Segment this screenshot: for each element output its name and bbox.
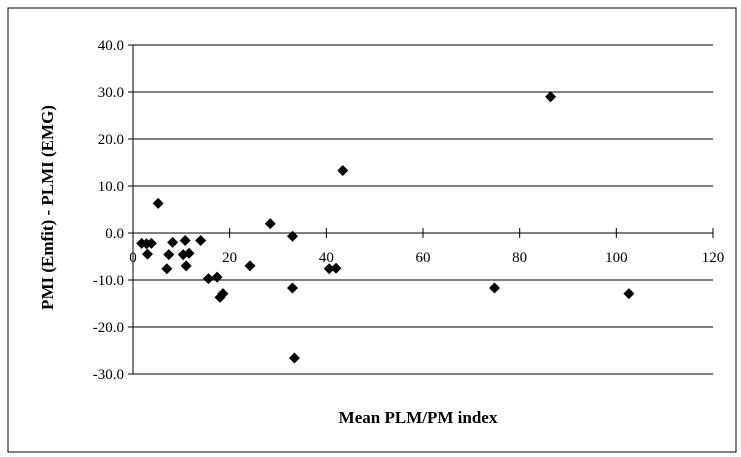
- data-point: [161, 263, 173, 275]
- tick-labels: 40.0 30.0 20.0 10.0 0.0 -10.0 -20.0 -30.0 0 20 40 6…: [93, 38, 725, 383]
- data-point: [489, 282, 501, 294]
- data-point: [288, 352, 300, 364]
- data-point: [179, 235, 191, 247]
- y-tick-label: 20.0: [98, 132, 124, 148]
- data-point: [202, 273, 214, 285]
- data-point: [217, 288, 229, 300]
- grid-lines: [133, 44, 713, 375]
- chart-border: [7, 7, 737, 453]
- x-tick-label: 120: [702, 250, 725, 266]
- x-tick-label: 60: [416, 250, 431, 266]
- y-axis-title: PMI (Emfit) - PLMI (EMG): [38, 105, 57, 310]
- x-tick-label: 100: [605, 250, 628, 266]
- y-tick-label: 0.0: [105, 226, 124, 242]
- data-point: [163, 249, 175, 261]
- data-point: [152, 197, 164, 209]
- data-point: [195, 235, 207, 247]
- y-tick-label: -10.0: [93, 273, 124, 289]
- x-tick-label: 40: [319, 250, 334, 266]
- data-point: [142, 248, 153, 260]
- data-point: [287, 230, 298, 242]
- x-tick-label: 0: [129, 250, 137, 266]
- data-point: [264, 218, 276, 230]
- data-point: [330, 262, 342, 274]
- data-point: [323, 263, 335, 275]
- y-tick-label: 10.0: [98, 179, 124, 195]
- x-tick-label: 80: [512, 250, 527, 266]
- data-point: [167, 236, 179, 248]
- data-point: [183, 247, 195, 259]
- data-point: [180, 260, 192, 272]
- y-tick-label: -30.0: [93, 367, 124, 383]
- data-point: [337, 164, 349, 176]
- data-points: [136, 91, 635, 364]
- data-point: [623, 288, 635, 300]
- y-tick-label: -20.0: [93, 320, 124, 336]
- data-point: [211, 271, 223, 283]
- y-tick-label: 40.0: [98, 38, 124, 54]
- y-tick-label: 30.0: [98, 85, 124, 101]
- axes: [128, 44, 714, 375]
- data-point: [244, 260, 256, 272]
- data-point: [145, 237, 157, 249]
- data-point: [545, 91, 557, 103]
- x-axis-title: Mean PLM/PM index: [339, 408, 498, 427]
- data-point: [287, 282, 298, 294]
- x-tick-label: 20: [222, 250, 237, 266]
